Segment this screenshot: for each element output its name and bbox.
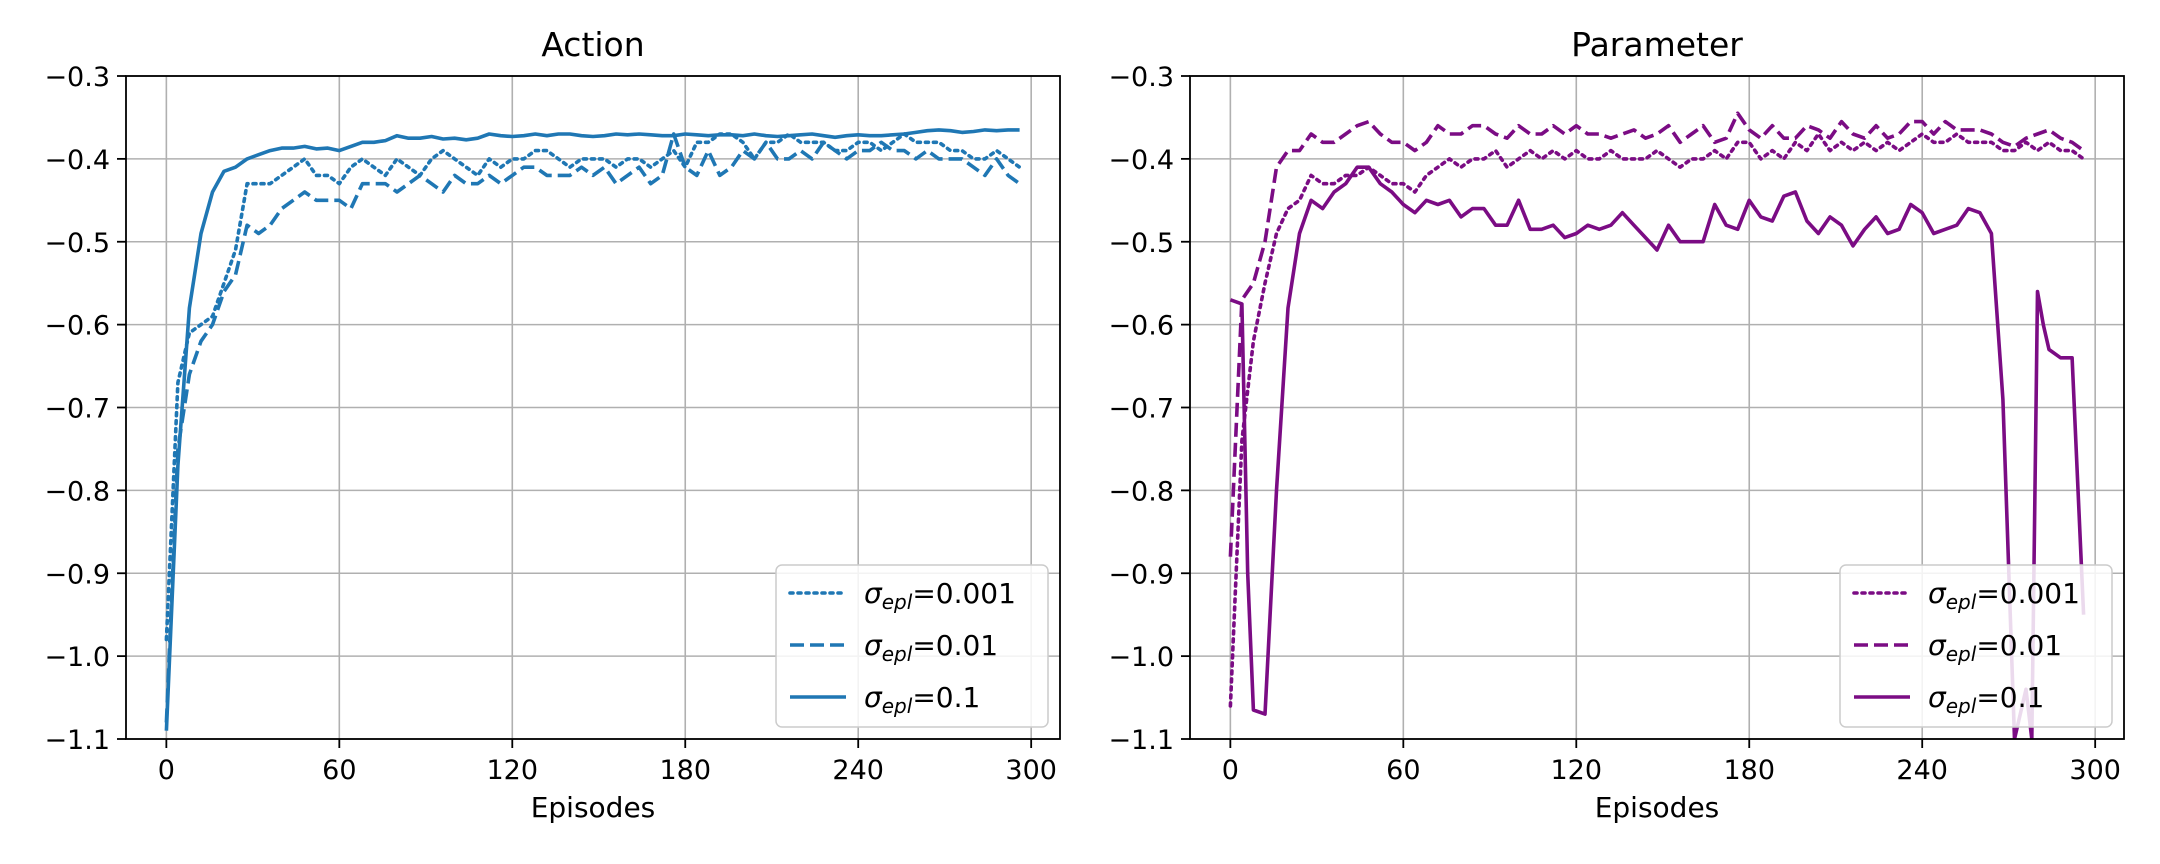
- y-tick-label: −0.3: [1108, 62, 1174, 93]
- x-axis-label: Episodes: [531, 791, 656, 824]
- legend-sigma: σ: [1928, 577, 1947, 610]
- legend-box: [1839, 564, 2113, 728]
- y-tick-label: −0.4: [44, 145, 110, 176]
- chart-title: Action: [541, 25, 644, 64]
- legend-value: =0.001: [912, 577, 1016, 610]
- legend-value: =0.001: [1976, 577, 2080, 610]
- legend-value: =0.1: [1976, 681, 2044, 714]
- x-tick-label: 240: [832, 755, 884, 786]
- legend-label-0: σepl=0.001: [864, 577, 1016, 614]
- legend-sigma: σ: [1928, 681, 1947, 714]
- plot-area: [164, 128, 1022, 731]
- y-tick-label: −1.1: [44, 725, 110, 756]
- legend-sigma: σ: [864, 629, 883, 662]
- x-axis-label: Episodes: [1595, 791, 1720, 824]
- legend-sigma: σ: [864, 577, 883, 610]
- legend-box: [775, 564, 1049, 728]
- series-line-2: [164, 128, 1020, 731]
- legend-value: =0.1: [912, 681, 980, 714]
- x-tick-label: 300: [1005, 755, 1057, 786]
- x-tick-label: 180: [659, 755, 711, 786]
- legend-value: =0.01: [912, 629, 998, 662]
- y-tick-label: −0.5: [1108, 228, 1174, 259]
- x-tick-label: 240: [1896, 755, 1948, 786]
- legend-value: =0.01: [1976, 629, 2062, 662]
- legend-subscript: epl: [882, 642, 913, 666]
- legend-subscript: epl: [882, 590, 913, 614]
- legend-label-1: σepl=0.01: [1928, 629, 2062, 666]
- legend-sigma: σ: [864, 681, 883, 714]
- panel-parameter: 0 60 120 180 240 300 −0.3 −0.4 −0.5 −0.6 −0.7 −0.8 −…: [1108, 25, 2125, 824]
- y-tick-label: −0.9: [44, 559, 110, 590]
- x-tick-label: 0: [1222, 755, 1239, 786]
- x-tick-label: 120: [487, 755, 539, 786]
- series-line-2: [1229, 165, 2086, 739]
- x-tick-label: 180: [1723, 755, 1775, 786]
- plot-area: [1228, 111, 2086, 739]
- x-tick-label: 300: [2069, 755, 2121, 786]
- y-tick-label: −0.8: [44, 476, 110, 507]
- y-tick-label: −1.0: [1108, 642, 1174, 673]
- x-tick-label: 60: [322, 755, 356, 786]
- y-tick-label: −1.0: [44, 642, 110, 673]
- legend-subscript: epl: [1946, 694, 1977, 718]
- series-line-1: [164, 132, 1021, 723]
- legend-label-1: σepl=0.01: [864, 629, 998, 666]
- legend-label-0: σepl=0.001: [1928, 577, 2080, 614]
- y-tick-label: −0.6: [44, 311, 110, 342]
- y-tick-label: −0.7: [1108, 394, 1174, 425]
- panel-action: 0 60 120 180 240 300 −0.3 −0.4 −0.5 −0.6 −0.7 −0.8 −…: [44, 25, 1061, 824]
- y-tick-label: −0.6: [1108, 311, 1174, 342]
- legend-subscript: epl: [1946, 590, 1977, 614]
- legend-subscript: epl: [1946, 642, 1977, 666]
- chart-title: Parameter: [1571, 25, 1743, 64]
- y-tick-label: −0.8: [1108, 476, 1174, 507]
- legend-label-2: σepl=0.1: [864, 681, 980, 718]
- legend-subscript: epl: [882, 694, 913, 718]
- x-tick-label: 120: [1551, 755, 1603, 786]
- y-tick-label: −0.7: [44, 394, 110, 425]
- y-tick-label: −1.1: [1108, 725, 1174, 756]
- y-tick-label: −0.3: [44, 62, 110, 93]
- y-tick-label: −0.4: [1108, 145, 1174, 176]
- y-tick-label: −0.9: [1108, 559, 1174, 590]
- x-tick-label: 60: [1386, 755, 1420, 786]
- y-tick-label: −0.5: [44, 228, 110, 259]
- legend-label-2: σepl=0.1: [1928, 681, 2044, 718]
- x-tick-label: 0: [158, 755, 175, 786]
- legend-sigma: σ: [1928, 629, 1947, 662]
- series-line-0: [164, 132, 1022, 642]
